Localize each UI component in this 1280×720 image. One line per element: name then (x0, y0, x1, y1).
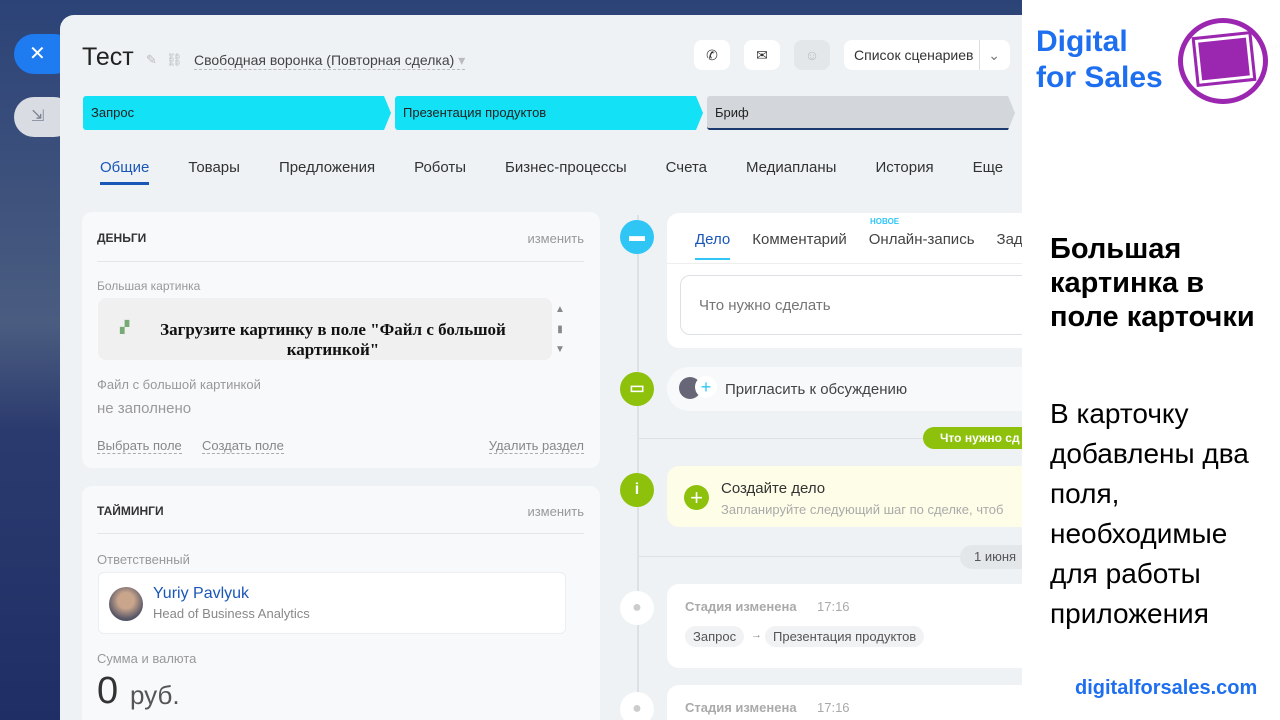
collapse-icon: ⇲ (31, 108, 45, 125)
tab-mediaplans[interactable]: Медиапланы (746, 159, 837, 176)
todo-input[interactable] (680, 275, 1022, 335)
avatar (109, 587, 143, 621)
event-time: 17:16 (817, 700, 850, 715)
section-title: ТАЙМИНГИ (97, 504, 164, 518)
stage-presentation[interactable]: Презентация продуктов (395, 96, 703, 130)
create-subtitle: Запланируйте следующий шаг по сделке, чт… (721, 502, 1004, 517)
chat-bubble-icon: ▭ (620, 372, 654, 406)
create-field-link[interactable]: Создать поле (202, 438, 284, 454)
divider (97, 261, 584, 262)
deal-card: Тест ✎ ⛓ Свободная воронка (Повторная сд… (60, 15, 1022, 720)
funnel-select[interactable]: Свободная воронка (Повторная сделка) ▾ (194, 52, 466, 70)
field-value: не заполнено (97, 400, 192, 417)
tab-history[interactable]: История (875, 159, 934, 176)
add-icon[interactable]: + (684, 485, 709, 510)
chat-icon: ☺ (804, 47, 820, 63)
tab-general[interactable]: Общие (100, 159, 150, 185)
date-pill: 1 июня (960, 545, 1022, 569)
stage-request[interactable]: Запрос (83, 96, 391, 130)
logo-image-icon (1178, 18, 1268, 104)
history-item: Стадия изменена 17:16 (667, 685, 1022, 720)
user-name[interactable]: Yuriy Pavlyuk (153, 585, 250, 602)
arrow-icon: → (751, 629, 762, 641)
edit-link[interactable]: изменить (527, 504, 584, 519)
money-section: ДЕНЬГИ изменить Большая картинка ▞ Загру… (82, 212, 600, 468)
scenarios-dropdown[interactable]: Список сценариев ⌄ (844, 40, 1010, 70)
field-label: Большая картинка (97, 279, 201, 293)
event-title: Стадия изменена (685, 700, 797, 715)
info-icon: i (620, 473, 654, 507)
logo-text: Digital for Sales (1036, 25, 1163, 94)
stage-from: Запрос (685, 626, 745, 647)
pencil-icon[interactable]: ✎ (146, 52, 157, 67)
responsible-user[interactable]: Yuriy Pavlyuk Head of Business Analytics (98, 572, 566, 634)
tab-task[interactable]: Зада (996, 231, 1022, 248)
new-badge: НОВОЕ (870, 217, 900, 226)
invite-row[interactable]: + Пригласить к обсуждению (667, 367, 1022, 411)
tab-products[interactable]: Товары (188, 159, 240, 176)
field-label: Ответственный (97, 552, 190, 567)
user-role: Head of Business Analytics (153, 606, 310, 621)
section-title: ДЕНЬГИ (97, 231, 147, 245)
comment-icon: ▬ (620, 220, 654, 254)
tab-bizproc[interactable]: Бизнес-процессы (505, 159, 627, 176)
big-image-text: Загрузите картинку в поле "Файл с большо… (160, 320, 506, 359)
tab-robots[interactable]: Роботы (414, 159, 467, 176)
chat-button[interactable]: ☺ (794, 40, 830, 70)
create-activity[interactable]: + Создайте дело Запланируйте следующий ш… (667, 466, 1022, 527)
tab-activity[interactable]: Дело (695, 231, 731, 260)
close-icon: ✕ (29, 43, 46, 65)
amount-value: 0 (97, 670, 119, 712)
timings-section: ТАЙМИНГИ изменить Ответственный Yuriy Pa… (82, 486, 600, 720)
tab-invoices[interactable]: Счета (665, 159, 707, 176)
field-label: Файл с большой картинкой (97, 377, 261, 392)
tag-icon: ● (620, 591, 654, 625)
email-button[interactable]: ✉ (744, 40, 780, 70)
page-title: Тест (82, 43, 134, 71)
invite-text: Пригласить к обсуждению (725, 381, 908, 398)
edit-link[interactable]: изменить (527, 231, 584, 246)
divider (97, 533, 584, 534)
promo-url[interactable]: digitalforsales.com (1075, 677, 1258, 699)
event-time: 17:16 (817, 599, 850, 614)
tab-comment[interactable]: Комментарий (752, 231, 847, 248)
phone-icon: ✆ (706, 47, 718, 63)
choose-field-link[interactable]: Выбрать поле (97, 438, 182, 454)
scrollbar[interactable]: ▲ ▮ ▼ (555, 304, 565, 355)
currency: руб. (130, 680, 180, 710)
mail-icon: ✉ (756, 47, 768, 63)
tag-icon: ● (620, 692, 654, 720)
promo-panel: Digital for Sales Большая картинка в поле… (1022, 0, 1280, 720)
history-item: Стадия изменена 17:16 Запрос → Презентац… (667, 584, 1022, 668)
big-image-frame: ▞ Загрузите картинку в поле "Файл с боль… (98, 298, 552, 360)
tab-online-booking[interactable]: Онлайн-запись (868, 231, 975, 248)
delete-section-link[interactable]: Удалить раздел (488, 438, 584, 454)
call-button[interactable]: ✆ (694, 40, 730, 70)
link-icon[interactable]: ⛓ (166, 52, 183, 67)
stage-to: Презентация продуктов (765, 626, 925, 647)
stage-brief[interactable]: Бриф (707, 96, 1015, 130)
todo-pill[interactable]: Что нужно сд (923, 427, 1022, 449)
tab-more[interactable]: Еще (972, 159, 1004, 176)
tab-bar: Общие Товары Предложения Роботы Бизнес-п… (100, 159, 1003, 185)
field-label: Сумма и валюта (97, 651, 197, 666)
activity-editor: Дело Комментарий Онлайн-запись Зада НОВО… (667, 213, 1022, 348)
create-title: Создайте дело (721, 480, 826, 497)
event-title: Стадия изменена (685, 599, 797, 614)
promo-heading: Большая картинка в поле карточки (1050, 233, 1255, 333)
broken-image-icon: ▞ (120, 320, 130, 334)
tab-offers[interactable]: Предложения (278, 159, 376, 176)
promo-body: В карточку добавлены два поля, необходим… (1050, 398, 1249, 629)
timeline-line (637, 215, 639, 720)
plus-icon: + (695, 376, 717, 398)
